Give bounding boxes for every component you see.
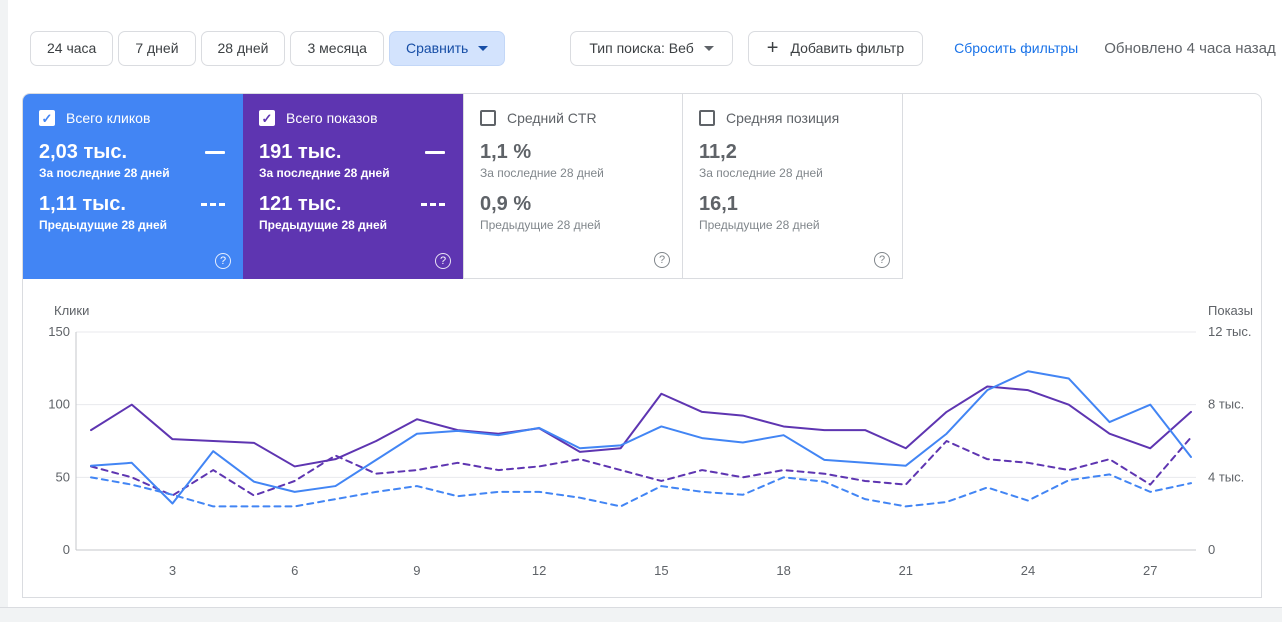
svg-text:8 тыс.: 8 тыс.	[1208, 397, 1244, 412]
svg-text:6: 6	[291, 563, 298, 578]
svg-text:21: 21	[899, 563, 913, 578]
current-period-label: За последние 28 дней	[39, 166, 170, 180]
svg-text:Показы: Показы	[1208, 303, 1253, 318]
svg-text:0: 0	[1208, 542, 1215, 557]
clicks-checkbox[interactable]: ✓	[39, 110, 55, 126]
current-period-label: За последние 28 дней	[699, 166, 823, 180]
svg-text:12 тыс.: 12 тыс.	[1208, 324, 1251, 339]
previous-period-label: Предыдущие 28 дней	[259, 218, 388, 232]
help-icon[interactable]: ?	[654, 252, 670, 268]
checkmark-icon: ✓	[261, 110, 273, 126]
current-value: 191 тыс.	[259, 141, 342, 163]
search-type-label: Тип поиска: Веб	[589, 40, 694, 56]
range-chip-label: 28 дней	[217, 40, 269, 56]
filter-bar: 24 часа 7 дней 28 дней 3 месяца Сравнить…	[30, 30, 1282, 66]
svg-text:4 тыс.: 4 тыс.	[1208, 469, 1244, 484]
range-chip-28d[interactable]: 28 дней	[200, 30, 286, 66]
dashed-line-icon	[421, 202, 445, 206]
compare-chip-label: Сравнить	[405, 40, 469, 56]
svg-text:3: 3	[169, 563, 176, 578]
svg-text:12: 12	[532, 563, 546, 578]
previous-value: 121 тыс.	[259, 193, 342, 215]
current-period-label: За последние 28 дней	[480, 166, 604, 180]
card-title: Средний CTR	[507, 110, 597, 126]
performance-panel: ✓ Всего кликов 2,03 тыс. За последние 28…	[22, 93, 1262, 598]
range-chip-label: 7 дней	[135, 40, 179, 56]
card-title: Всего кликов	[66, 110, 151, 126]
solid-line-icon	[425, 150, 445, 154]
previous-value: 0,9 %	[480, 193, 532, 215]
card-title: Всего показов	[286, 110, 378, 126]
compare-chip[interactable]: Сравнить	[388, 30, 506, 66]
plus-icon: +	[766, 37, 779, 59]
current-value: 11,2	[699, 141, 737, 163]
range-chip-7d[interactable]: 7 дней	[118, 30, 196, 66]
performance-chart: 0 50 100 150 0 4 тыс. 8 тыс. 12 тыс. Клики Показы…	[23, 299, 1261, 594]
svg-text:0: 0	[63, 542, 70, 557]
range-chip-label: 24 часа	[47, 40, 97, 56]
solid-line-icon	[205, 150, 225, 154]
svg-text:27: 27	[1143, 563, 1157, 578]
impressions-checkbox[interactable]: ✓	[259, 110, 275, 126]
checkmark-icon: ✓	[41, 110, 53, 126]
svg-text:15: 15	[654, 563, 668, 578]
current-value: 2,03 тыс.	[39, 141, 128, 163]
total-clicks-card[interactable]: ✓ Всего кликов 2,03 тыс. За последние 28…	[23, 94, 243, 279]
help-icon[interactable]: ?	[874, 252, 890, 268]
last-updated-text: Обновлено 4 часа назад	[1104, 39, 1276, 57]
current-value: 1,1 %	[480, 141, 532, 163]
position-checkbox[interactable]: ✓	[699, 110, 715, 126]
performance-chart-svg: 0 50 100 150 0 4 тыс. 8 тыс. 12 тыс. Клики Показы…	[48, 303, 1253, 578]
chevron-down-icon	[703, 45, 714, 51]
ctr-checkbox[interactable]: ✓	[480, 110, 496, 126]
help-icon[interactable]: ?	[215, 253, 231, 269]
help-icon[interactable]: ?	[435, 253, 451, 269]
svg-text:9: 9	[413, 563, 420, 578]
metric-cards-row: ✓ Всего кликов 2,03 тыс. За последние 28…	[23, 94, 1261, 279]
svg-text:150: 150	[48, 324, 70, 339]
card-title: Средняя позиция	[726, 110, 840, 126]
svg-text:18: 18	[776, 563, 790, 578]
horizontal-scrollbar[interactable]	[0, 607, 1282, 622]
previous-value: 1,11 тыс.	[39, 193, 126, 215]
svg-text:50: 50	[56, 469, 70, 484]
reset-filters-link[interactable]: Сбросить фильтры	[954, 40, 1079, 56]
svg-text:Клики: Клики	[54, 303, 89, 318]
previous-period-label: Предыдущие 28 дней	[480, 218, 601, 232]
search-type-chip[interactable]: Тип поиска: Веб	[570, 30, 733, 66]
svg-text:24: 24	[1021, 563, 1035, 578]
chevron-down-icon	[478, 45, 489, 51]
previous-value: 16,1	[699, 193, 738, 215]
add-filter-chip[interactable]: + Добавить фильтр	[747, 30, 924, 66]
average-position-card[interactable]: ✓ Средняя позиция 11,2 За последние 28 д…	[683, 94, 903, 279]
average-ctr-card[interactable]: ✓ Средний CTR 1,1 % За последние 28 дней…	[463, 94, 683, 279]
previous-period-label: Предыдущие 28 дней	[699, 218, 820, 232]
left-gutter	[0, 0, 8, 607]
add-filter-label: Добавить фильтр	[790, 40, 905, 56]
range-chip-24h[interactable]: 24 часа	[30, 30, 114, 66]
range-chip-3m[interactable]: 3 месяца	[290, 30, 384, 66]
current-period-label: За последние 28 дней	[259, 166, 390, 180]
svg-text:100: 100	[48, 397, 70, 412]
dashed-line-icon	[201, 202, 225, 206]
range-chip-label: 3 месяца	[307, 40, 367, 56]
previous-period-label: Предыдущие 28 дней	[39, 218, 168, 232]
total-impressions-card[interactable]: ✓ Всего показов 191 тыс. За последние 28…	[243, 94, 463, 279]
